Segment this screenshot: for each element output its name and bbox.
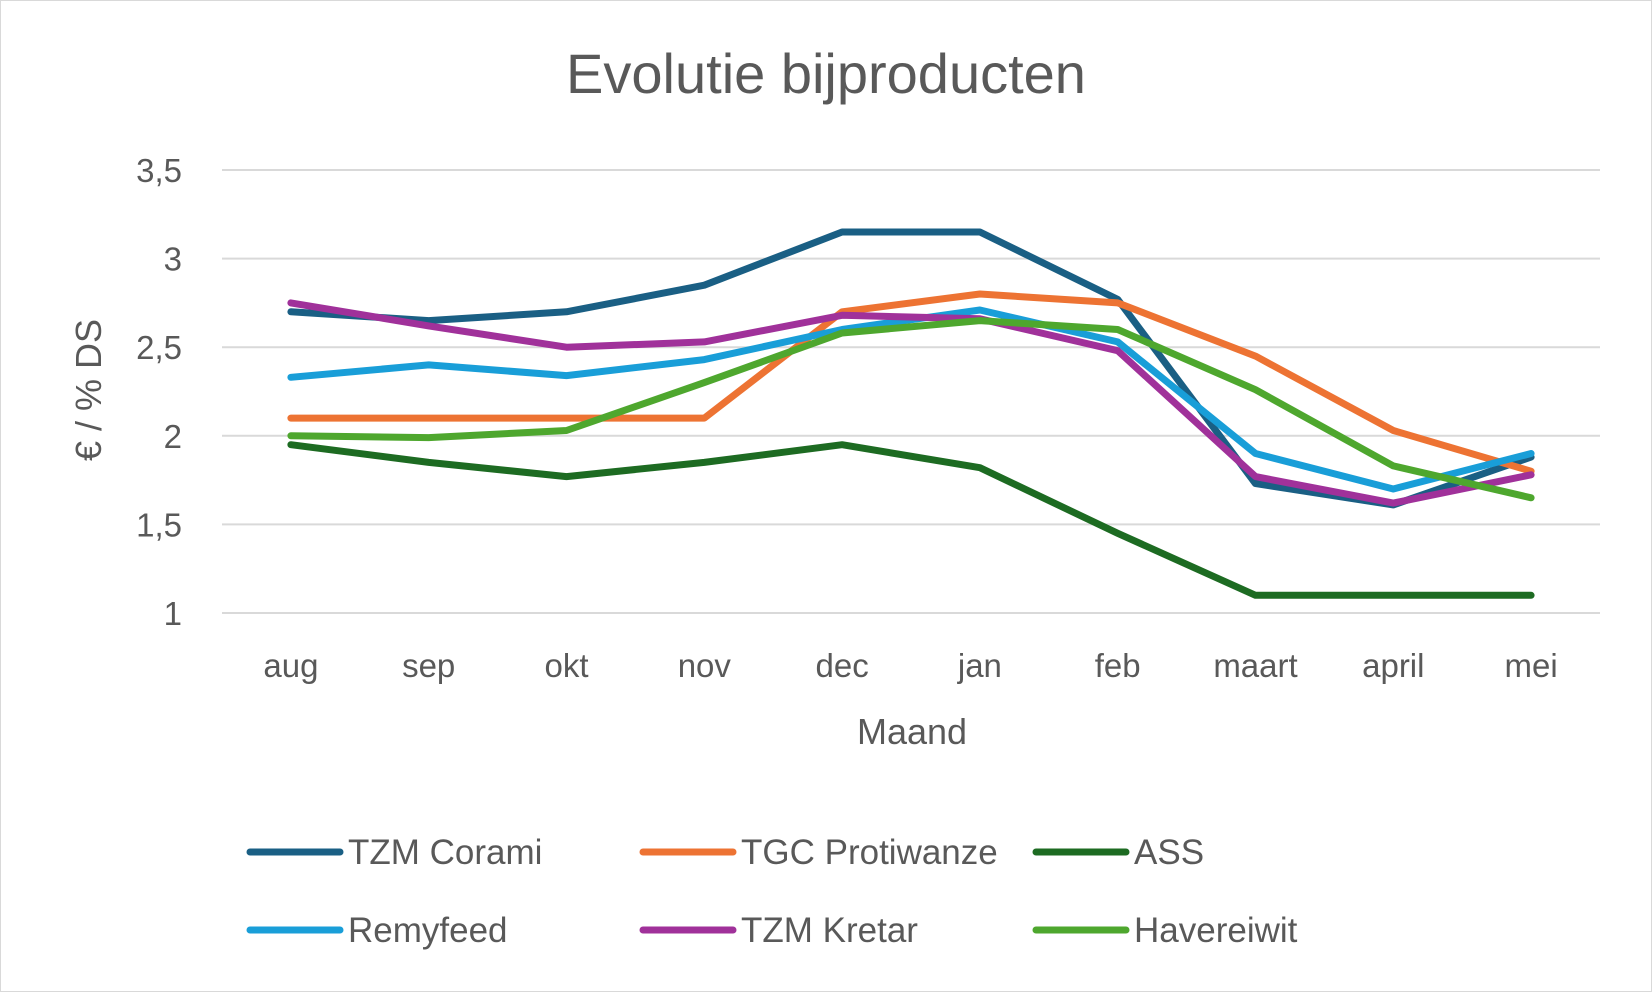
legend-label-remyfeed: Remyfeed [348, 911, 508, 950]
y-tick-label: 3,5 [136, 152, 182, 189]
series-lines [287, 228, 1535, 599]
legend: TZM Corami TGC Protiwanze ASS Remyfeed TZM K… [246, 833, 1298, 950]
series-line-ass [287, 441, 1535, 599]
x-tick-label: nov [678, 647, 732, 684]
y-tick-label: 2,5 [136, 329, 182, 366]
y-tick-label: 3 [164, 241, 182, 278]
legend-label-havereiwit: Havereiwit [1134, 911, 1298, 950]
gridlines [222, 169, 1600, 614]
x-tick-label: sep [402, 647, 455, 684]
x-tick-label: feb [1095, 647, 1141, 684]
series-line-tzm-kretar [287, 299, 1535, 507]
chart-title: Evolutie bijproducten [566, 42, 1086, 105]
legend-label-tzm-corami: TZM Corami [348, 833, 542, 872]
x-axis-ticks: aug sep okt nov dec jan feb maart april mei [263, 647, 1557, 684]
x-tick-label: dec [815, 647, 868, 684]
legend-label-ass: ASS [1134, 833, 1204, 872]
x-axis-label: Maand [857, 711, 967, 752]
series-line-tgc-protiwanze [287, 290, 1535, 475]
y-tick-label: 1,5 [136, 506, 182, 543]
y-tick-label: 2 [164, 418, 182, 455]
x-tick-label: okt [544, 647, 588, 684]
y-tick-label: 1 [164, 595, 182, 632]
x-tick-label: jan [957, 647, 1002, 684]
series-line-tzm-corami [287, 228, 1535, 509]
x-tick-label: mei [1505, 647, 1558, 684]
y-axis-ticks: 1 1,5 2 2,5 3 3,5 [136, 152, 182, 632]
y-axis-label: € / % DS [68, 319, 109, 461]
legend-label-tzm-kretar: TZM Kretar [741, 911, 918, 950]
legend-label-tgc-protiwanze: TGC Protiwanze [741, 833, 998, 872]
x-tick-label: april [1362, 647, 1424, 684]
x-tick-label: aug [263, 647, 318, 684]
series-line-havereiwit [287, 317, 1535, 502]
x-tick-label: maart [1213, 647, 1297, 684]
